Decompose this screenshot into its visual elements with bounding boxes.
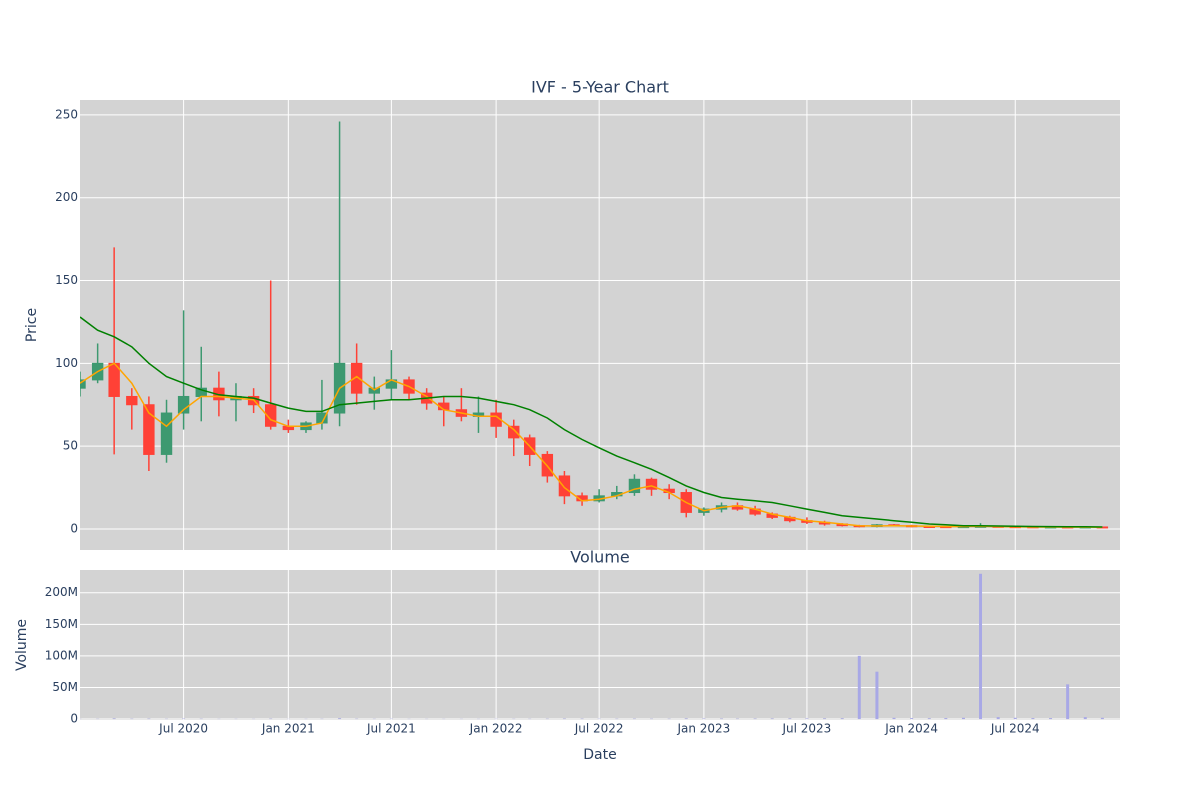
volume-bar <box>684 718 688 720</box>
volume-bar <box>857 655 861 720</box>
candle-body <box>558 475 571 497</box>
candle-body <box>177 395 190 414</box>
volume-bar <box>927 718 931 720</box>
plot-area <box>80 573 1104 720</box>
volume-bar <box>1013 717 1017 720</box>
plot-background <box>80 100 1120 550</box>
x-tick-label: Jan 2023 <box>676 722 730 736</box>
y-axis-title: Volume <box>14 619 30 671</box>
candle-body <box>80 379 86 389</box>
plot-area <box>80 121 1109 529</box>
plot-background <box>80 570 1120 720</box>
candle-body <box>350 362 363 394</box>
volume-bar <box>910 718 914 720</box>
x-tick-label: Jul 2023 <box>781 722 831 736</box>
candle-body <box>508 425 520 439</box>
volume-bar <box>788 718 792 720</box>
x-tick-label: Jul 2020 <box>158 722 208 736</box>
x-tick-label: Jul 2022 <box>574 722 624 736</box>
volume-bar <box>1083 717 1087 720</box>
volume-bar <box>112 718 116 720</box>
volume-bar <box>961 717 965 720</box>
volume-bar <box>1100 717 1104 720</box>
y-tick-label: 250 <box>55 107 78 121</box>
x-tick-label: Jul 2021 <box>366 722 416 736</box>
volume-bar <box>823 718 827 720</box>
moving-average-line <box>80 316 1103 528</box>
chart-title: IVF - 5-Year Chart <box>531 78 669 97</box>
volume-bar <box>875 671 879 720</box>
candle-body <box>160 412 173 455</box>
candle-body <box>368 387 380 394</box>
volume-bar <box>1049 718 1053 720</box>
volume-bar <box>1031 718 1035 720</box>
x-tick-label: Jan 2021 <box>261 722 315 736</box>
candle-body <box>126 395 138 406</box>
volume-bar <box>338 718 342 720</box>
candle-body <box>264 404 277 427</box>
y-tick-label: 100M <box>45 648 78 662</box>
y-tick-label: 150M <box>45 617 78 631</box>
volume-bar <box>944 718 948 720</box>
candle-body <box>645 478 658 490</box>
y-tick-label: 50 <box>63 439 78 453</box>
volume-bar <box>892 717 896 720</box>
candle-body <box>628 478 641 494</box>
x-tick-label: Jan 2024 <box>884 722 938 736</box>
y-tick-label: 100 <box>55 356 78 370</box>
moving-average-line <box>80 362 1103 529</box>
volume-bar <box>805 718 809 720</box>
x-axis-title: Date <box>583 747 616 763</box>
y-axis-title: Price <box>24 308 40 342</box>
volume-bar <box>1066 684 1070 720</box>
y-tick-label: 0 <box>70 712 78 726</box>
volume-bar <box>996 717 1000 720</box>
subplot-title: Volume <box>570 548 630 567</box>
candle-body <box>143 404 155 455</box>
y-tick-label: 200 <box>55 190 78 204</box>
x-tick-label: Jan 2022 <box>469 722 523 736</box>
volume-bar <box>770 718 774 720</box>
y-tick-label: 50M <box>52 680 78 694</box>
x-tick-label: Jul 2024 <box>990 722 1040 736</box>
volume-bar <box>840 718 844 720</box>
y-tick-label: 200M <box>45 585 78 599</box>
volume-bar <box>979 573 983 720</box>
y-tick-label: 150 <box>55 273 78 287</box>
y-tick-label: 0 <box>70 521 78 535</box>
volume-bar <box>702 718 706 720</box>
